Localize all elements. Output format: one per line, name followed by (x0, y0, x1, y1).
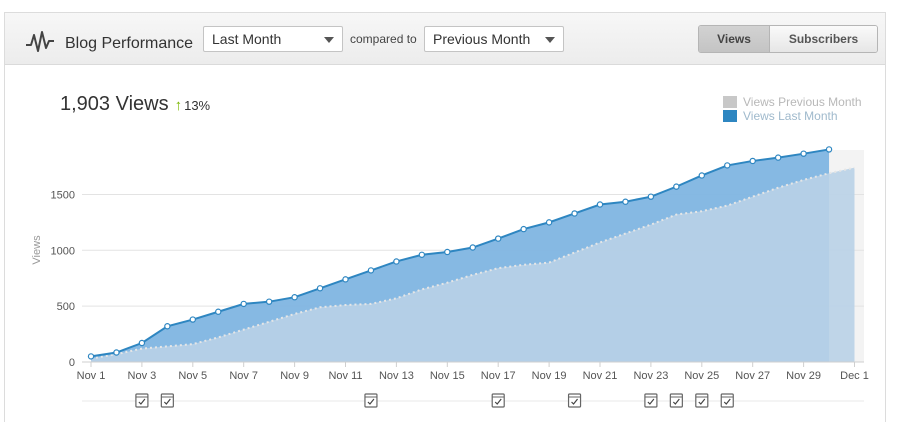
checkmark-icon (367, 398, 375, 405)
x-tick-label: Nov 15 (430, 370, 465, 382)
legend-swatch-previous (723, 96, 737, 108)
data-point[interactable] (596, 201, 604, 208)
data-point[interactable] (571, 210, 578, 217)
data-point[interactable] (622, 198, 629, 205)
x-tick-label: Nov 23 (633, 370, 668, 382)
y-tick-label: 1500 (51, 189, 75, 201)
legend-label-last: Views Last Month (743, 109, 838, 123)
chevron-down-icon (545, 37, 555, 43)
y-tick-label: 500 (57, 301, 75, 313)
post-calendar-icon[interactable] (695, 393, 709, 408)
widget-title: Blog Performance (65, 35, 194, 52)
data-point[interactable] (87, 353, 95, 360)
post-calendar-icon[interactable] (364, 393, 378, 408)
x-tick-label: Nov 9 (280, 370, 309, 382)
data-point[interactable] (265, 298, 273, 305)
x-tick-label: Dec 1 (840, 370, 869, 382)
post-calendar-icon[interactable] (491, 393, 505, 408)
post-calendar-icon[interactable] (160, 393, 174, 408)
data-point[interactable] (647, 193, 655, 200)
legend-item-last[interactable]: Views Last Month (723, 109, 862, 123)
x-tick-label: Nov 21 (583, 370, 618, 382)
post-calendar-icon[interactable] (644, 393, 658, 408)
data-point[interactable] (342, 276, 349, 283)
data-point[interactable] (367, 267, 375, 274)
checkmark-icon (163, 398, 171, 405)
data-point[interactable] (393, 258, 400, 265)
x-tick-label: Nov 29 (786, 370, 821, 382)
x-tick-label: Nov 5 (178, 370, 207, 382)
checkmark-icon (698, 398, 706, 405)
data-point[interactable] (138, 339, 146, 347)
checkmark-icon (723, 398, 731, 405)
data-point[interactable] (240, 300, 247, 308)
trend-up-icon: ↑ (174, 97, 183, 114)
data-point[interactable] (418, 251, 426, 258)
checkmark-icon (672, 398, 680, 405)
y-axis-title: Views (31, 235, 43, 265)
checkmark-icon (138, 398, 146, 405)
checkmark-icon (571, 398, 579, 405)
post-calendar-icon[interactable] (669, 393, 683, 408)
date-range-select[interactable]: Last Month (203, 26, 343, 52)
legend-swatch-last (723, 110, 737, 122)
data-point[interactable] (189, 316, 196, 323)
post-calendar-icon[interactable] (567, 393, 582, 408)
series-area-views-previous-month (91, 167, 855, 362)
data-point[interactable] (164, 323, 171, 330)
x-tick-label: Nov 13 (379, 370, 414, 382)
data-point[interactable] (113, 349, 120, 356)
chart-legend: Views Previous Month Views Last Month (723, 95, 862, 123)
x-tick-label: Nov 17 (481, 370, 516, 382)
y-tick-label: 0 (69, 357, 75, 369)
chevron-down-icon (324, 37, 334, 43)
legend-label-previous: Views Previous Month (743, 95, 862, 109)
x-tick-label: Nov 7 (229, 370, 258, 382)
data-point[interactable] (800, 150, 807, 157)
compare-range-select[interactable]: Previous Month (424, 26, 564, 52)
x-tick-label: Nov 11 (328, 370, 362, 382)
x-tick-label: Nov 3 (128, 370, 157, 382)
views-change-percent: 13% (184, 98, 211, 113)
date-range-value: Last Month (212, 31, 282, 47)
legend-item-previous[interactable]: Views Previous Month (723, 95, 862, 109)
data-point[interactable] (774, 154, 782, 161)
data-point[interactable] (698, 172, 706, 179)
widget-header: Blog Performance Last Month compared to … (5, 13, 885, 65)
subscribers-toggle-button[interactable]: Subscribers (770, 26, 877, 52)
data-point[interactable] (291, 294, 298, 301)
pulse-icon (25, 29, 55, 60)
views-toggle-button[interactable]: Views (699, 26, 770, 52)
post-calendar-icon[interactable] (720, 393, 734, 408)
data-point[interactable] (444, 248, 451, 256)
x-tick-label: Nov 27 (735, 370, 770, 382)
checkmark-icon (494, 398, 502, 405)
y-tick-label: 1000 (51, 245, 75, 257)
post-calendar-icon[interactable] (135, 393, 149, 408)
data-point[interactable] (673, 183, 680, 190)
data-point[interactable] (749, 157, 756, 165)
data-point[interactable] (495, 235, 502, 242)
views-total: 1,903 Views (60, 93, 169, 115)
compared-to-label: compared to (350, 32, 417, 46)
data-point[interactable] (316, 285, 324, 292)
checkmark-icon (647, 398, 655, 405)
data-point[interactable] (545, 219, 553, 226)
data-point[interactable] (724, 162, 731, 169)
metric-toggle: Views Subscribers (698, 25, 878, 53)
x-tick-label: Nov 1 (77, 370, 106, 382)
views-summary: 1,903 Views ↑ 13% (60, 93, 210, 116)
data-point[interactable] (825, 146, 833, 153)
data-point[interactable] (215, 308, 222, 315)
series-line-views-last-month (90, 148, 830, 358)
compare-range-value: Previous Month (433, 31, 531, 47)
data-point[interactable] (469, 244, 476, 251)
data-point[interactable] (520, 225, 527, 233)
x-tick-label: Nov 25 (684, 370, 719, 382)
x-tick-label: Nov 19 (532, 370, 567, 382)
